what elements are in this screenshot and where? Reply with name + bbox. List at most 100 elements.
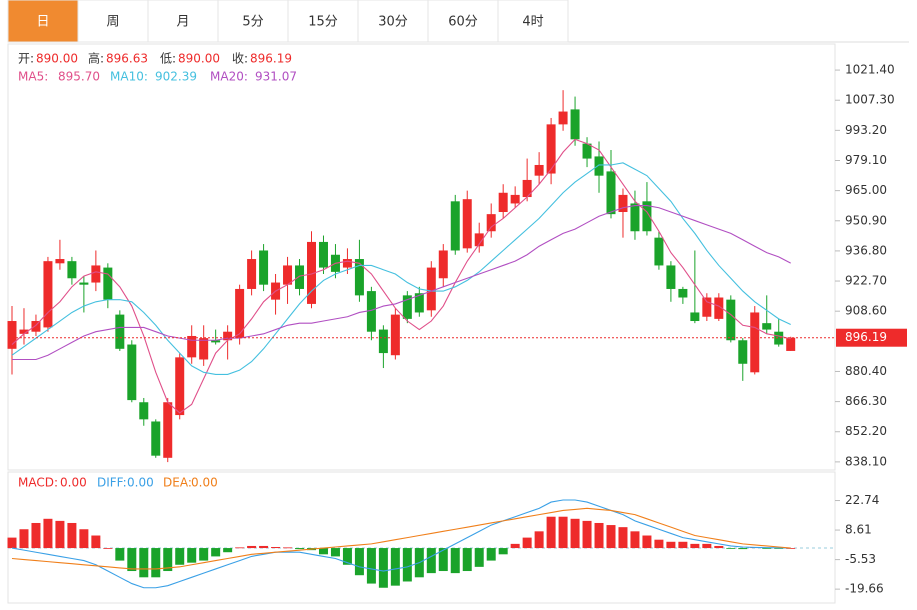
macd-bar: [534, 531, 544, 549]
macd-bar: [163, 548, 173, 572]
macd-bar: [654, 539, 664, 549]
candle-body: [199, 338, 209, 360]
candle-body: [211, 340, 221, 343]
macd-bar: [630, 531, 640, 549]
candle-body: [426, 267, 436, 311]
legend-text: 高:: [88, 51, 104, 66]
candle-body: [774, 331, 784, 345]
macd-bar: [474, 548, 484, 567]
macd-bar: [618, 527, 628, 549]
candle-body: [666, 265, 676, 289]
macd-bar: [558, 516, 568, 549]
candle-body: [654, 237, 664, 266]
candle-body: [534, 164, 544, 176]
macd-bar: [235, 547, 245, 549]
macd-bar: [390, 548, 400, 586]
legend-text: 896.63: [106, 52, 148, 66]
candle-body: [438, 250, 448, 279]
tab-label[interactable]: 日: [36, 15, 49, 30]
candle-body: [402, 295, 412, 319]
legend-text: MA10:: [110, 70, 148, 84]
macd-bar: [498, 548, 508, 555]
tab[interactable]: [427, 0, 499, 43]
tab-label[interactable]: 15分: [308, 15, 338, 30]
candle-body: [762, 323, 772, 330]
candle-body: [702, 297, 712, 317]
candle-body: [139, 402, 149, 420]
candle-body: [354, 259, 364, 296]
tab-label[interactable]: 4时: [522, 15, 543, 30]
candle-body: [91, 265, 101, 283]
macd-bar: [642, 535, 652, 549]
candle-body: [690, 312, 700, 322]
candle-body: [474, 233, 484, 247]
macd-bar: [55, 520, 65, 549]
macd-bar: [79, 529, 89, 549]
macd-bar: [43, 518, 53, 549]
candle-body: [510, 194, 520, 204]
macd-bar: [582, 520, 592, 549]
tab-label[interactable]: 月: [176, 15, 189, 30]
y-tick-label: 993.20: [845, 123, 887, 137]
macd-bar: [115, 548, 125, 561]
last-price-label: 896.19: [845, 330, 887, 344]
macd-bar: [139, 548, 149, 578]
macd-line: [11, 499, 791, 589]
macd-bar: [462, 548, 472, 572]
tab[interactable]: [77, 0, 149, 43]
main-panel: [7, 43, 836, 471]
tab[interactable]: [497, 0, 569, 43]
y-tick-label: 866.30: [845, 394, 887, 408]
macd-bar: [259, 545, 269, 549]
candle-body: [630, 203, 640, 232]
macd-bar: [247, 545, 257, 549]
macd-bar: [510, 543, 520, 549]
candle-body: [79, 282, 89, 285]
legend-text: 0.00: [60, 476, 87, 490]
tab[interactable]: [357, 0, 429, 43]
candle-body: [283, 265, 293, 285]
tab-label[interactable]: 60分: [448, 15, 478, 30]
legend-text: 低:: [160, 52, 176, 66]
tab[interactable]: [217, 0, 289, 43]
macd-bar: [546, 516, 556, 549]
candle-body: [19, 329, 29, 334]
candle-body: [7, 321, 17, 349]
macd-bar: [354, 548, 364, 576]
y-tick-label: 950.90: [845, 213, 887, 227]
macd-bar: [606, 525, 616, 549]
y-tick-label: 1021.40: [845, 63, 895, 77]
legend-text: 0.00: [191, 476, 218, 490]
macd-bar: [378, 548, 388, 588]
tab-label[interactable]: 30分: [378, 15, 408, 30]
candle-body: [366, 291, 376, 332]
candle-body: [726, 299, 736, 341]
candle-body: [522, 179, 532, 198]
macd-bar: [786, 548, 796, 549]
macd-bar: [7, 537, 17, 549]
macd-bar: [151, 548, 161, 578]
macd-bar: [295, 548, 305, 550]
tab[interactable]: [7, 0, 79, 43]
macd-bar: [366, 548, 376, 584]
tab-label[interactable]: 周: [106, 15, 119, 30]
candle-body: [462, 199, 472, 249]
legend-text: 收:: [232, 52, 248, 66]
legend-text: 895.70: [58, 70, 100, 84]
macd-bar: [594, 522, 604, 549]
macd-bar: [127, 548, 137, 572]
macd-bar: [19, 529, 29, 549]
tab-label[interactable]: 5分: [242, 15, 263, 30]
macd-bar: [67, 522, 77, 549]
candle-body: [378, 329, 388, 354]
y-tick-label: 852.20: [845, 424, 887, 438]
y-tick-label: 880.40: [845, 364, 887, 378]
macd-bar: [702, 543, 712, 549]
y-tick-label: 965.00: [845, 183, 887, 197]
y-tick-label: -19.66: [845, 582, 884, 596]
y-tick-label: 908.60: [845, 304, 887, 318]
macd-bar: [187, 548, 197, 563]
candle-body: [714, 297, 724, 319]
legend-text: 0.00: [127, 476, 154, 490]
